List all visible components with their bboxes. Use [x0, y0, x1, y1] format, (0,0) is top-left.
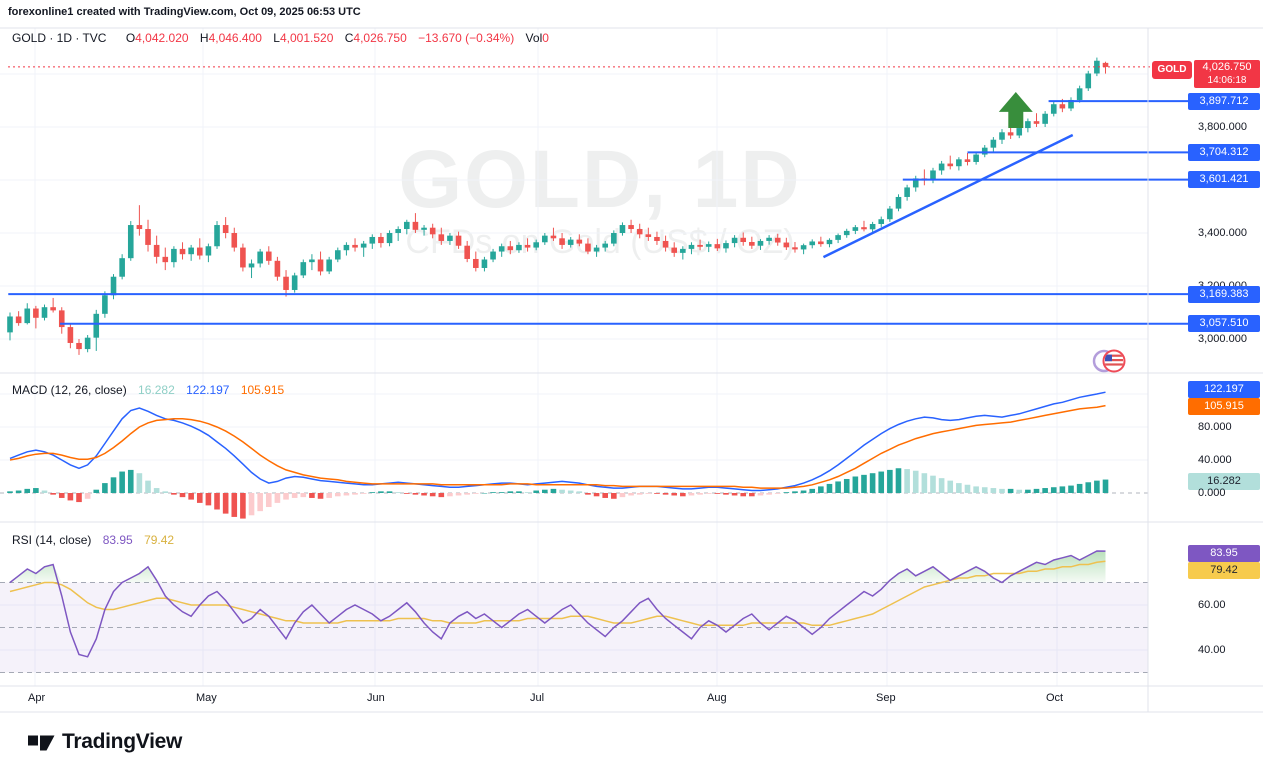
- month-label-jun: Jun: [367, 692, 385, 704]
- rsi-legend: RSI (14, close) 83.95 79.42: [12, 533, 174, 547]
- month-label-aug: Aug: [707, 692, 727, 704]
- price-tick: 3,400.000: [1198, 227, 1247, 239]
- month-label-apr: Apr: [28, 692, 46, 704]
- brand-wordmark: TradingView: [62, 730, 183, 753]
- low-label: L: [273, 31, 280, 45]
- rsi-ma-value: 79.42: [144, 533, 175, 547]
- macd-hist-badge: 16.282: [1188, 472, 1260, 490]
- last-price-symbol-tag: GOLD: [1152, 61, 1192, 79]
- low-value: 4,001.520: [279, 31, 334, 45]
- close-label: C: [344, 31, 354, 45]
- rsi-tick: 60.00: [1198, 599, 1226, 611]
- macd-signal-value: 105.915: [240, 383, 285, 397]
- up-arrow-icon[interactable]: [998, 92, 1033, 129]
- open-label: O: [125, 31, 136, 45]
- level-price-badge: 3,169.383: [1188, 285, 1260, 303]
- rsi-title[interactable]: RSI (14, close): [12, 533, 92, 547]
- price-tick: 3,000.000: [1198, 333, 1247, 345]
- price-scale[interactable]: GOLD 4,026.750 14:06:18 3,800.000 3,400.…: [1150, 28, 1263, 712]
- macd-tick: 40.000: [1198, 454, 1232, 466]
- month-label-sep: Sep: [876, 692, 896, 704]
- rsi-ma-badge: 79.42: [1188, 561, 1260, 579]
- attribution-text: forexonline1 created with TradingView.co…: [8, 6, 361, 18]
- high-value: 4,046.400: [208, 31, 262, 45]
- us-economic-event-icon[interactable]: [1092, 349, 1126, 373]
- rsi-line-badge: 83.95: [1188, 544, 1260, 562]
- symbol-legend: GOLD · 1D · TVC O4,042.020 H4,046.400 L4…: [12, 31, 549, 45]
- macd-hist-value: 16.282: [138, 383, 175, 397]
- price-tick: 3,800.000: [1198, 121, 1247, 133]
- macd-signal-badge: 105.915: [1188, 397, 1260, 415]
- last-price-value: 4,026.750: [1202, 61, 1252, 73]
- high-label: H: [199, 31, 209, 45]
- month-label-jul: Jul: [530, 692, 545, 704]
- macd-line-value: 122.197: [186, 383, 230, 397]
- symbol-title[interactable]: GOLD · 1D · TVC: [12, 31, 107, 45]
- level-price-badge: 3,601.421: [1188, 171, 1260, 189]
- tradingview-brand-link[interactable]: TradingView: [28, 730, 182, 754]
- change-value: −13.670 (−0.34%): [418, 31, 515, 45]
- level-price-badge: 3,704.312: [1188, 143, 1260, 161]
- close-value: 4,026.750: [353, 31, 407, 45]
- macd-title[interactable]: MACD (12, 26, close): [12, 383, 127, 397]
- open-value: 4,042.020: [135, 31, 189, 45]
- last-price-countdown: 14:06:18: [1207, 75, 1247, 86]
- volume-value: 0: [542, 31, 549, 45]
- macd-tick: 0.000: [1198, 487, 1226, 499]
- tradingview-logo-icon: [28, 735, 55, 751]
- level-price-badge: 3,057.510: [1188, 315, 1260, 333]
- level-price-badge: 3,897.712: [1188, 92, 1260, 110]
- last-price-box: 4,026.750 14:06:18: [1194, 60, 1260, 88]
- macd-line-badge: 122.197: [1188, 380, 1260, 398]
- rsi-tick: 40.00: [1198, 644, 1226, 656]
- macd-legend: MACD (12, 26, close) 16.282 122.197 105.…: [12, 383, 284, 397]
- macd-tick: 80.000: [1198, 421, 1232, 433]
- volume-label: Vol: [525, 31, 543, 45]
- month-label-oct: Oct: [1046, 692, 1064, 704]
- us-flag-glyph: [1105, 354, 1123, 366]
- rsi-line-value: 83.95: [102, 533, 133, 547]
- month-label-may: May: [196, 692, 217, 704]
